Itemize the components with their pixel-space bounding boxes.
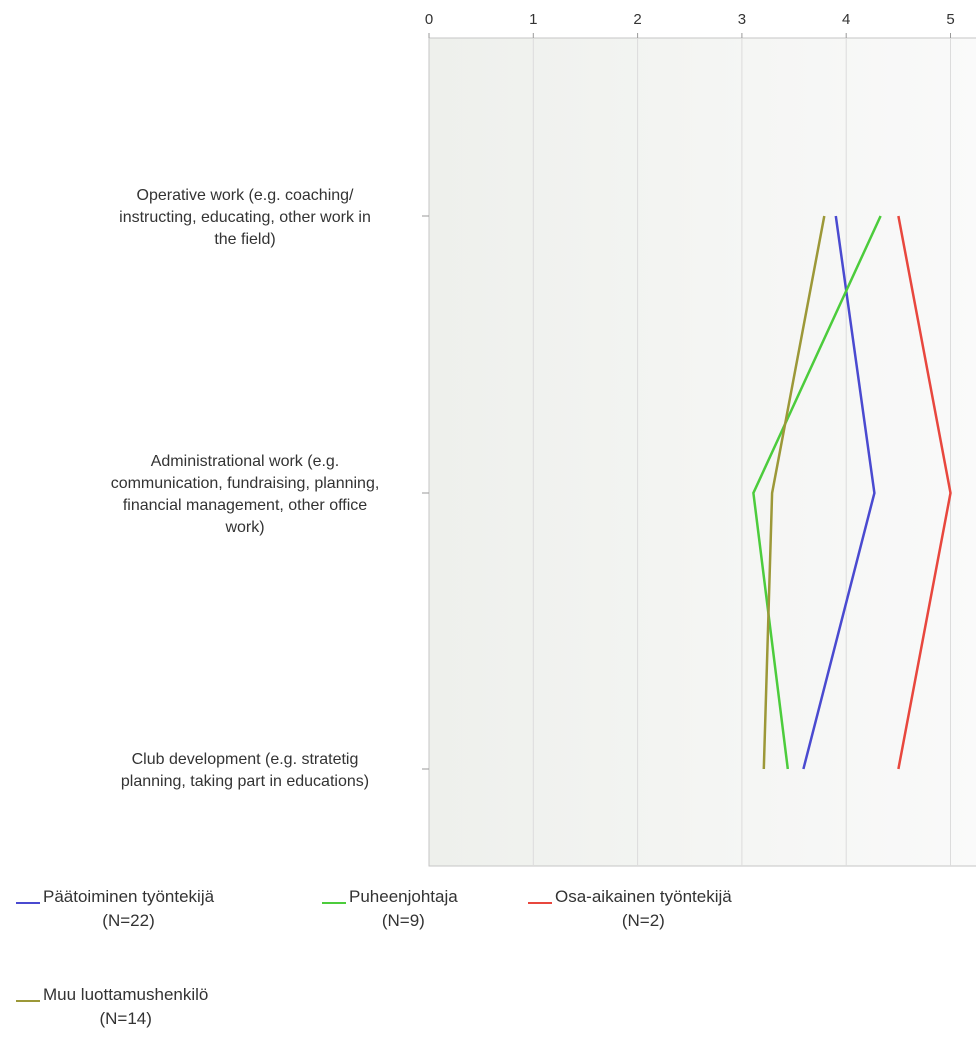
category-label: Club development (e.g. stratetig xyxy=(132,751,359,768)
series-line xyxy=(802,215,876,770)
grid-lines xyxy=(532,38,951,866)
legend-label: Päätoiminen työntekijä (N=22) xyxy=(43,885,214,933)
legend-label: Osa-aikainen työntekijä (N=2) xyxy=(555,885,732,933)
legend-item: Osa-aikainen työntekijä (N=2) xyxy=(528,885,732,933)
x-tick-label: 1 xyxy=(529,11,537,28)
category-label: Administrational work (e.g. xyxy=(151,453,340,470)
x-tick-label: 5 xyxy=(946,11,954,28)
plot-area xyxy=(428,37,976,867)
category-label: work) xyxy=(224,519,264,536)
series-line xyxy=(752,215,882,770)
category-label: financial management, other office xyxy=(123,497,367,514)
series-lines xyxy=(752,215,952,770)
legend-series-n: (N=9) xyxy=(381,911,425,930)
legend-swatch xyxy=(528,902,552,904)
legend-series-name: Osa-aikainen työntekijä xyxy=(555,887,732,906)
series-line xyxy=(762,215,826,770)
category-label: the field) xyxy=(214,231,275,248)
legend-series-n: (N=2) xyxy=(621,911,665,930)
legend-series-name: Puheenjohtaja xyxy=(349,887,458,906)
category-label: instructing, educating, other work in xyxy=(119,209,371,226)
category-label: communication, fundraising, planning, xyxy=(111,475,380,492)
category-label: planning, taking part in educations) xyxy=(121,773,369,790)
legend-label: Muu luottamushenkilö (N=14) xyxy=(43,983,208,1031)
legend-item: Päätoiminen työntekijä (N=22) xyxy=(16,885,214,933)
legend-series-n: (N=14) xyxy=(99,1009,152,1028)
series-line xyxy=(897,215,952,770)
x-tick-label: 4 xyxy=(842,11,850,28)
legend-item: Muu luottamushenkilö (N=14) xyxy=(16,983,208,1031)
x-tick-label: 0 xyxy=(425,11,433,28)
category-label: Operative work (e.g. coaching/ xyxy=(137,187,355,204)
x-axis: 0 1 2 3 4 5 xyxy=(425,11,955,38)
x-tick-label: 3 xyxy=(738,11,746,28)
legend-item: Puheenjohtaja (N=9) xyxy=(322,885,458,933)
legend-series-name: Muu luottamushenkilö xyxy=(43,985,209,1004)
legend-swatch xyxy=(322,902,346,904)
legend-swatch xyxy=(16,1000,40,1002)
category-axis: Operative work (e.g. coaching/instructin… xyxy=(111,187,429,790)
legend-swatch xyxy=(16,902,40,904)
legend-series-n: (N=22) xyxy=(102,911,155,930)
x-tick-label: 2 xyxy=(633,11,641,28)
legend-series-name: Päätoiminen työntekijä xyxy=(43,887,215,906)
legend-label: Puheenjohtaja (N=9) xyxy=(349,885,458,933)
